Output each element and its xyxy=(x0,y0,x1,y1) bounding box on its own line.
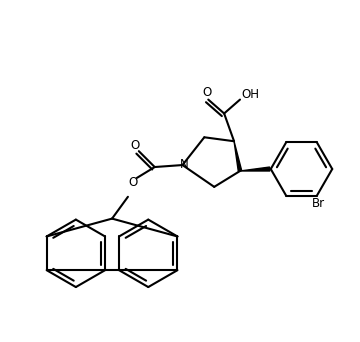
Text: Br: Br xyxy=(312,197,325,210)
Text: N: N xyxy=(180,158,189,171)
Text: O: O xyxy=(203,86,212,99)
Polygon shape xyxy=(234,141,242,171)
Polygon shape xyxy=(240,167,270,171)
Text: OH: OH xyxy=(241,88,259,101)
Text: O: O xyxy=(128,176,138,189)
Text: O: O xyxy=(130,139,139,152)
